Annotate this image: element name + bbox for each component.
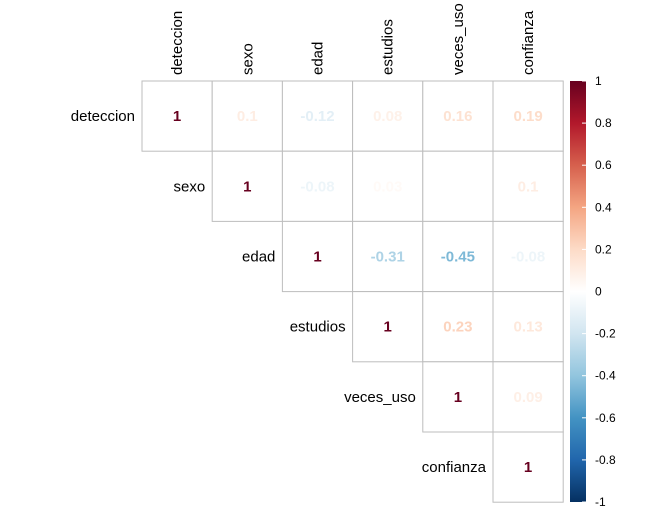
legend-tick-label: 0.4 [595, 200, 612, 214]
color-legend-ticks: 1 0.8 0.6 0.4 0.2 0 -0.2 -0.4 -0.6 -0.8 -1 [582, 74, 616, 509]
grid-cell [281, 150, 354, 222]
legend-tick-label: 1 [595, 74, 602, 88]
row-label: confianza [422, 459, 487, 476]
row-label: deteccion [71, 108, 135, 125]
matrix-grid [141, 80, 564, 503]
correlation-value: 1 [313, 249, 321, 266]
correlation-value: 1 [454, 389, 462, 406]
column-labels: deteccion sexo edad estudios veces_uso confia… [169, 3, 537, 75]
color-legend: 1 0.8 0.6 0.4 0.2 0 -0.2 -0.4 -0.6 -0.8 -1 [570, 74, 616, 509]
row-labels: deteccion sexo edad estudios veces_usoconfia… [71, 108, 487, 476]
legend-tick-label: 0.8 [595, 116, 612, 130]
correlation-value: 0.16 [443, 108, 472, 125]
column-label: confianza [520, 10, 537, 75]
legend-tick-label: -0.4 [595, 369, 616, 383]
correlation-value: -0.12 [300, 108, 334, 125]
correlation-value: 0.09 [513, 389, 542, 406]
correlation-value: -0.31 [371, 249, 405, 266]
correlation-value: -0.08 [511, 249, 545, 266]
correlation-value: 0.03 [373, 178, 402, 195]
legend-tick-label: -0.6 [595, 411, 616, 425]
grid-cell [492, 431, 564, 503]
grid-cell [352, 80, 424, 152]
grid-cell [422, 361, 494, 433]
row-label: veces_uso [344, 389, 416, 406]
matrix-cells: 1 0.1 -0.12 0.08 0.16 0.19 1 -0.08 0.03 0.1 1 -0.31… [173, 108, 545, 476]
grid-cell [492, 80, 564, 152]
legend-tick-label: 0 [595, 285, 602, 299]
legend-tick-label: -0.8 [595, 453, 616, 467]
row-label: edad [242, 249, 275, 266]
column-label: estudios [380, 19, 397, 75]
row-label: estudios [290, 319, 346, 336]
correlation-value: 0.1 [518, 178, 539, 195]
legend-tick-label: 0.2 [595, 242, 612, 256]
grid-cell [422, 291, 494, 363]
correlation-value: -0.45 [441, 249, 475, 266]
legend-tick-label: -1 [595, 495, 606, 509]
grid-cell [492, 220, 564, 293]
correlation-value: -0.08 [300, 178, 334, 195]
grid-cell [422, 150, 494, 222]
correlation-value: 0.08 [373, 108, 402, 125]
color-legend-bar [570, 81, 586, 502]
grid-cell [141, 80, 213, 152]
column-label: edad [310, 42, 327, 75]
correlation-value: 0.1 [237, 108, 258, 125]
column-label: veces_uso [450, 3, 467, 75]
grid-cell [211, 80, 283, 152]
grid-cell [492, 291, 564, 363]
column-label: sexo [239, 43, 256, 75]
grid-cell [211, 150, 283, 222]
row-label: sexo [174, 178, 206, 195]
legend-tick-label: -0.2 [595, 327, 616, 341]
correlation-value: 1 [243, 178, 251, 195]
correlation-value: 1 [524, 459, 532, 476]
correlation-value: 0.13 [513, 319, 542, 336]
grid-cell [281, 80, 354, 152]
correlation-value: 1 [173, 108, 181, 125]
grid-cell [492, 150, 564, 222]
correlation-value: 0.23 [443, 319, 472, 336]
grid-cell [492, 361, 564, 433]
correlation-value: 1 [384, 319, 392, 336]
correlation-value: 0.19 [513, 108, 542, 125]
grid-cell [352, 220, 424, 293]
column-label: deteccion [169, 11, 186, 75]
legend-tick-label: 0.6 [595, 158, 612, 172]
